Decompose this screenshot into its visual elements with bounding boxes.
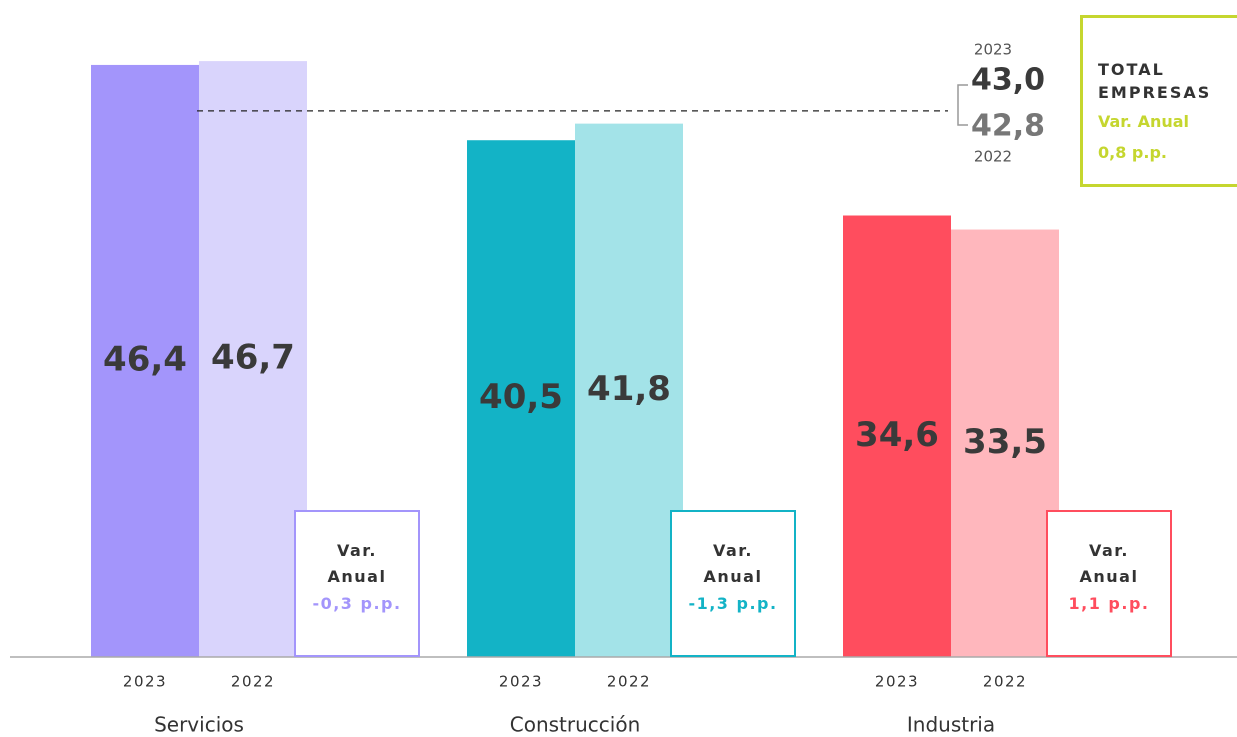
var-box: Var. Anual -0,3 p.p.	[294, 510, 420, 657]
category-label: Construcción	[510, 713, 641, 737]
series-label: 2022	[983, 673, 1027, 691]
value-label: 46,4	[103, 339, 187, 379]
total-title: TOTAL EMPRESAS	[1098, 60, 1212, 102]
series-label: 2022	[231, 673, 275, 691]
bar	[199, 61, 307, 657]
total-year: 2023	[974, 41, 1012, 59]
value-label: 34,6	[855, 415, 939, 455]
value-label: 41,8	[587, 369, 671, 409]
category-label: Industria	[907, 713, 995, 737]
series-label: 2022	[607, 673, 651, 691]
var-label: Var. Anual	[1079, 541, 1139, 586]
var-label: Var. Anual	[703, 541, 763, 586]
series-label: 2023	[875, 673, 919, 691]
value-label: 40,5	[479, 377, 563, 417]
bar	[951, 229, 1059, 658]
bar	[91, 64, 199, 658]
category-label: Servicios	[154, 713, 244, 737]
var-box: Var. Anual -1,3 p.p.	[670, 510, 796, 657]
value-label: 46,7	[211, 338, 295, 378]
bar	[843, 215, 951, 657]
var-label: Var. Anual	[327, 541, 387, 586]
total-year: 2022	[974, 148, 1012, 166]
bracket	[957, 84, 968, 126]
var-value: 1,1 p.p.	[1068, 594, 1150, 613]
bar	[467, 140, 575, 658]
var-box: Var. Anual 1,1 p.p.	[1046, 510, 1172, 657]
var-value: -1,3 p.p.	[688, 594, 778, 613]
var-value: -0,3 p.p.	[312, 594, 402, 613]
total-var-value: 0,8 p.p.	[1098, 143, 1167, 162]
total-var-label: Var. Anual	[1098, 112, 1190, 131]
total-value: 42,8	[971, 109, 1045, 144]
value-label: 33,5	[963, 422, 1047, 462]
total-box: TOTAL EMPRESAS Var. Anual 0,8 p.p.	[1080, 15, 1237, 187]
total-value: 43,0	[971, 63, 1045, 98]
series-label: 2023	[123, 673, 167, 691]
series-label: 2023	[499, 673, 543, 691]
bar	[575, 123, 683, 657]
